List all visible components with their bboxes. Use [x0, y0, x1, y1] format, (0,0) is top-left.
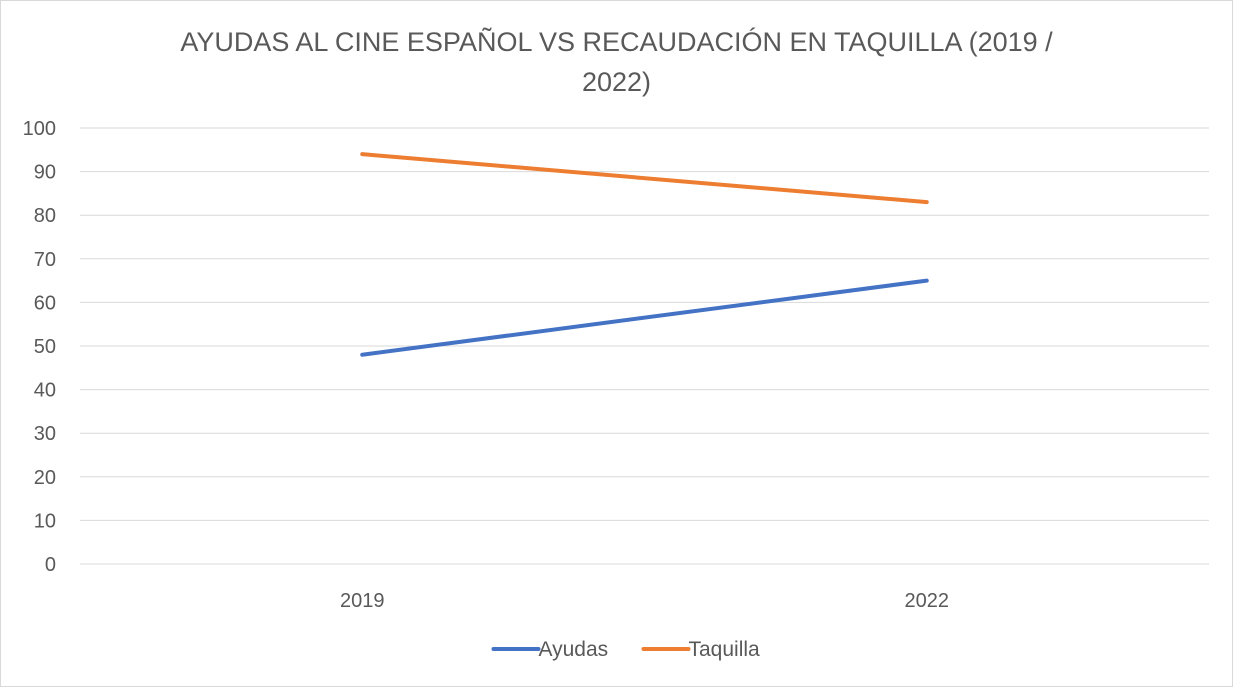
y-tick-label-80: 80 [34, 205, 56, 227]
x-tick-label-2022: 2022 [905, 590, 950, 612]
x-tick-label-2019: 2019 [340, 590, 385, 612]
y-tick-label-60: 60 [34, 292, 56, 314]
y-tick-label-40: 40 [34, 380, 56, 402]
y-tick-label-20: 20 [34, 467, 56, 489]
legend-label-taquilla: Taquilla [689, 638, 761, 661]
y-tick-label-100: 100 [23, 118, 56, 140]
y-tick-label-90: 90 [34, 162, 56, 184]
series-line-taquilla [360, 152, 929, 205]
y-tick-label-50: 50 [34, 336, 56, 358]
chart-title-line-1: AYUDAS AL CINE ESPAÑOL VS RECAUDACIÓN EN… [180, 27, 1053, 57]
y-tick-label-30: 30 [34, 423, 56, 445]
series-line-ayudas [360, 278, 929, 357]
y-tick-label-10: 10 [34, 510, 56, 532]
y-tick-label-0: 0 [45, 554, 56, 576]
legend-label-ayudas: Ayudas [539, 638, 609, 661]
y-tick-label-70: 70 [34, 249, 56, 271]
chart-title-line-2: 2022) [581, 67, 652, 97]
chart-title: AYUDAS AL CINE ESPAÑOL VS RECAUDACIÓN EN… [0, 22, 1233, 102]
